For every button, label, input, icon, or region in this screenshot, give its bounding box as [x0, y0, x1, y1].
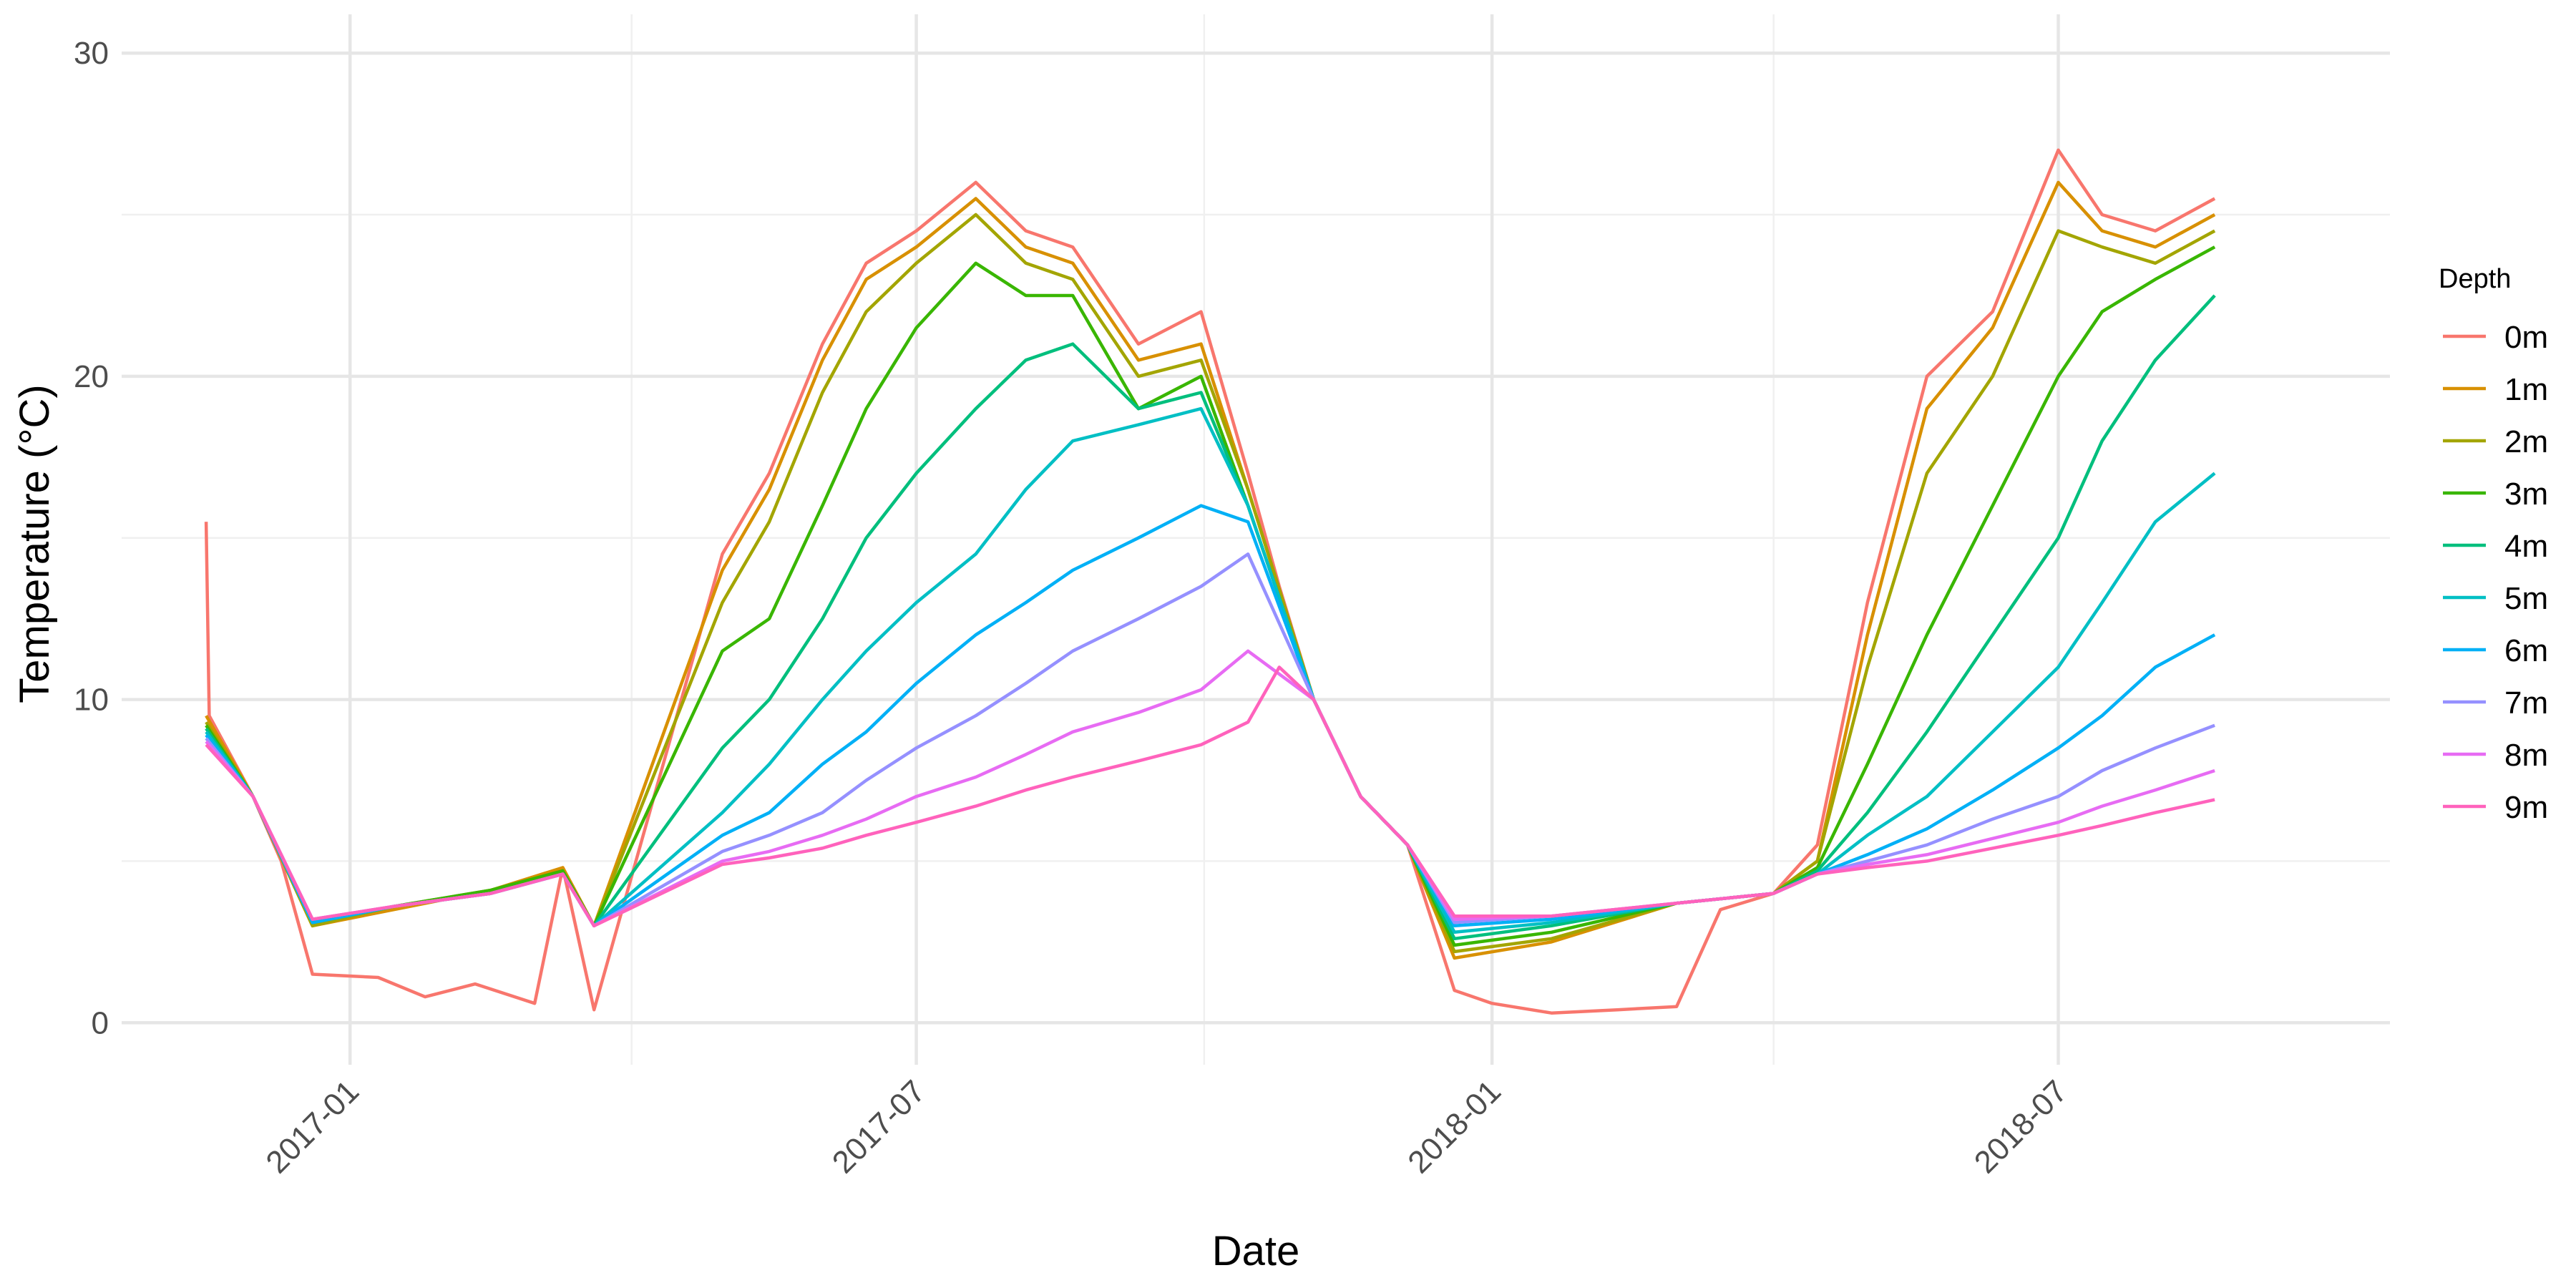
y-tick-label: 0: [92, 1005, 109, 1040]
x-tick-label: 2018-07: [1968, 1073, 2074, 1180]
legend-label-7m: 7m: [2504, 686, 2548, 721]
legend-title: Depth: [2439, 264, 2511, 294]
y-axis-title: Temperature (°C): [11, 384, 58, 703]
x-axis-title: Date: [1212, 1228, 1300, 1274]
y-tick-label: 10: [74, 683, 109, 718]
y-axis-ticks: 0 10 20 30: [74, 36, 109, 1040]
y-tick-label: 20: [74, 359, 109, 394]
legend-label-1m: 1m: [2504, 372, 2548, 407]
series-line-3m: [205, 245, 2216, 947]
series-line-9m: [205, 665, 2215, 928]
legend-label-3m: 3m: [2504, 477, 2548, 512]
series-lines: [204, 148, 2216, 1015]
legend-label-5m: 5m: [2504, 581, 2548, 616]
legend: Depth 0m 1m 2m 3m 4m 5m 6m 7m 8m 9m: [2439, 264, 2548, 825]
series-line-4m: [205, 294, 2216, 941]
y-tick-label: 30: [74, 36, 109, 71]
series-line-2m: [205, 213, 2216, 954]
series-line-0m: [204, 148, 2216, 1015]
legend-label-9m: 9m: [2504, 790, 2548, 825]
legend-label-4m: 4m: [2504, 529, 2548, 564]
x-tick-label: 2018-01: [1401, 1073, 1508, 1180]
x-tick-label: 2017-01: [259, 1073, 366, 1180]
legend-label-8m: 8m: [2504, 738, 2548, 773]
series-line-1m: [205, 180, 2216, 960]
x-axis-ticks: 2017-01 2017-07 2018-01 2018-07: [259, 1073, 2074, 1180]
legend-label-6m: 6m: [2504, 633, 2548, 668]
series-line-5m: [205, 406, 2216, 935]
legend-label-0m: 0m: [2504, 320, 2548, 355]
x-tick-label: 2017-07: [826, 1073, 932, 1180]
legend-label-2m: 2m: [2504, 424, 2548, 459]
